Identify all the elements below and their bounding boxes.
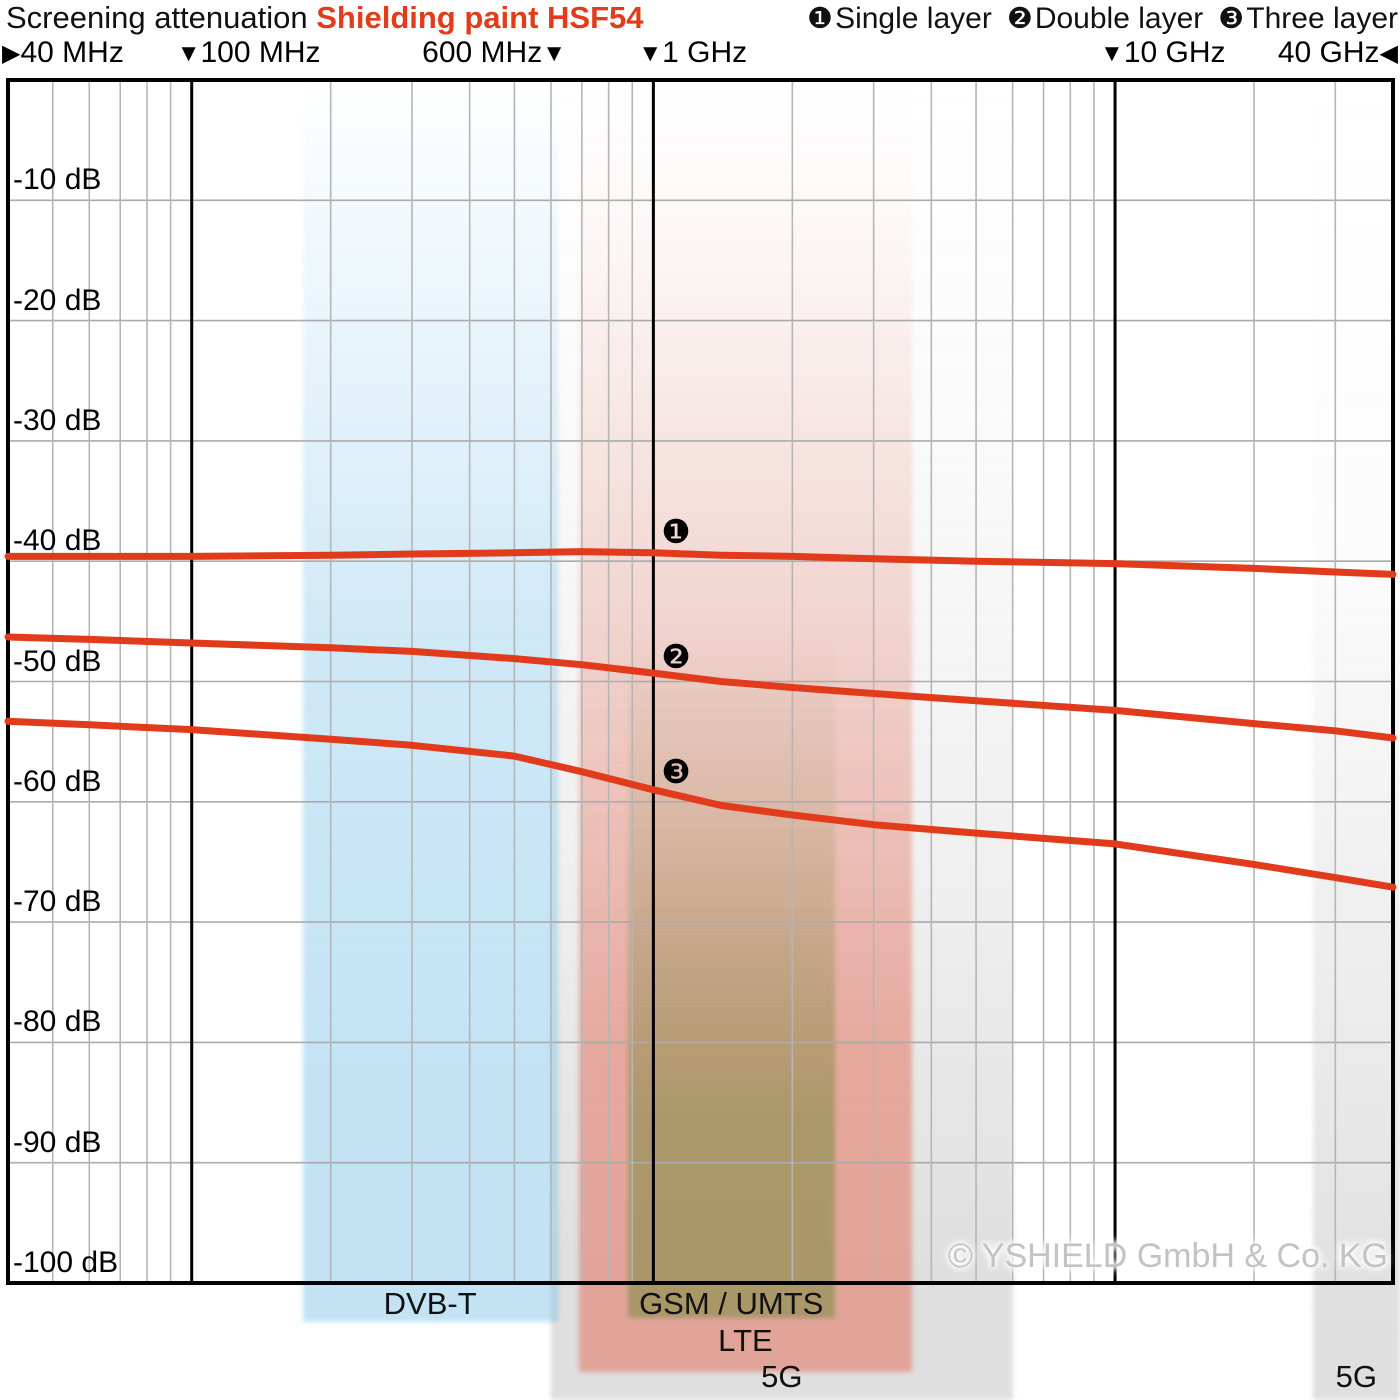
y-label--50: -50 dB [13,644,102,678]
x-label-text: 40 GHz [1277,36,1380,69]
band-label-dvb-t: DVB-T [383,1286,477,1321]
legend-item-double-layer: ❷ Double layer [1007,2,1203,36]
band-label-5g-mid: 5G [761,1359,803,1394]
y-label--70: -70 dB [13,885,102,919]
band-label-5g-high: 5G [1335,1359,1378,1394]
x-label-100-mhz: ▼100 MHz [177,37,321,70]
range-start-icon: ▶ [2,40,21,67]
y-label--10: -10 dB [13,163,102,197]
tick-pointer-icon: ▼ [1100,40,1124,67]
legend-label: Three layer [1246,2,1398,35]
legend-symbol-3: ❸ [1218,3,1245,35]
x-label-40-ghz: 40 GHz◀ [1278,37,1398,70]
title-product-name: Shielding paint HSF54 [316,0,644,35]
y-label--100: -100 dB [13,1246,119,1279]
legend-symbol-1: ❶ [807,3,834,35]
band-label-lte: LTE [718,1323,773,1358]
tick-pointer-icon: ▼ [638,40,663,67]
curve-double-layer [4,633,1397,742]
legend: ❶ Single layer ❷ Double layer ❸ Three layer [807,2,1398,36]
legend-item-single-layer: ❶ Single layer [807,2,992,36]
y-label--60: -60 dB [13,764,102,798]
x-label-text: 10 GHz [1123,36,1226,69]
title-prefix: Screening attenuation [6,0,317,35]
band-gsm-umts [627,80,835,1318]
legend-label: Single layer [835,2,992,35]
x-label-text: 40 MHz [20,36,124,69]
y-label--20: -20 dB [13,283,102,317]
y-label--80: -80 dB [13,1005,102,1039]
tick-pointer-icon: ▼ [542,40,566,67]
x-label-10-ghz: ▼10 GHz [1100,37,1225,70]
curve-three-layer [4,717,1397,891]
y-label--90: -90 dB [13,1125,102,1159]
x-label-1-ghz: ▼1 GHz [638,37,747,70]
x-label-text: 600 MHz [422,36,543,69]
marker-single-layer: ❶ [661,513,691,551]
x-label-40-mhz: ▶40 MHz [2,37,124,70]
x-label-text: 1 GHz [662,36,748,69]
legend-label: Double layer [1034,2,1204,35]
watermark: © YSHIELD GmbH & Co. KG [947,1237,1388,1275]
curve-single-layer [4,548,1397,578]
y-label--30: -30 dB [13,403,102,437]
band-label-gsm-umts: GSM / UMTS [639,1286,824,1321]
marker-double-layer: ❷ [661,638,691,676]
page-title: Screening attenuation Shielding paint HS… [6,0,644,36]
x-label-text: 100 MHz [200,36,321,69]
marker-three-layer: ❸ [661,752,691,790]
range-end-icon: ◀ [1379,40,1398,67]
x-label-600-mhz: 600 MHz▼ [422,37,566,70]
legend-symbol-2: ❷ [1006,3,1033,35]
legend-item-three-layer: ❸ Three layer [1218,2,1398,36]
y-label--40: -40 dB [13,524,102,558]
plot-border [6,78,1395,1285]
tick-pointer-icon: ▼ [176,40,201,67]
